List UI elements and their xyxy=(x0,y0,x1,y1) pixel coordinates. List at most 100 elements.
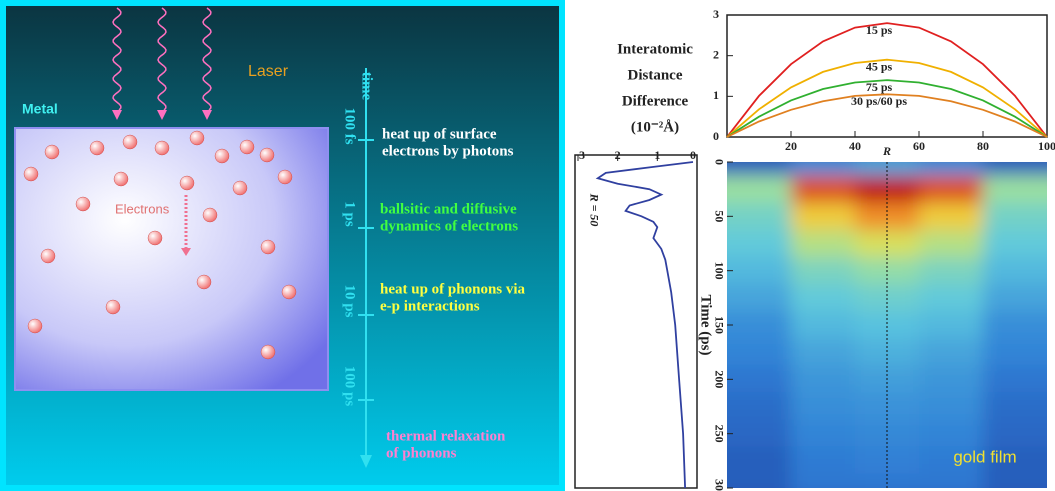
stage-text: dynamics of electrons xyxy=(380,218,518,234)
heatmap-cell xyxy=(919,339,983,366)
heatmap-cell xyxy=(791,176,855,203)
electron xyxy=(233,181,247,195)
electron xyxy=(90,141,104,155)
heatmap-cell xyxy=(791,474,855,491)
x-tick-label: 80 xyxy=(977,139,989,153)
heatmap-cell xyxy=(919,284,983,311)
y-tick-label: 0 xyxy=(713,129,719,143)
x-axis-label: R xyxy=(882,144,891,158)
y-tick-label: 0 xyxy=(712,159,726,165)
series-label: 45 ps xyxy=(866,59,893,73)
electron xyxy=(180,176,194,190)
heatmap-cell xyxy=(791,284,855,311)
electron xyxy=(28,319,42,333)
stage-text: e-p interactions xyxy=(380,298,480,314)
electron xyxy=(148,231,162,245)
heatmap-cell xyxy=(707,447,791,474)
heatmap-cell xyxy=(919,474,983,491)
heatmap-cell xyxy=(791,311,855,338)
heatmap-cell xyxy=(791,393,855,420)
heatmap-cell xyxy=(983,176,1055,203)
y-tick-label: 2 xyxy=(713,47,719,61)
diagram: Laser Metal Electrons time 100 fs1 ps10 … xyxy=(3,3,562,488)
electron xyxy=(215,149,229,163)
series-label: 30 ps/60 ps xyxy=(851,94,907,108)
y-tick-label: 3 xyxy=(713,7,719,21)
electron xyxy=(260,148,274,162)
metal-block xyxy=(15,128,328,390)
heatmap-cell xyxy=(919,311,983,338)
heatmap-cell xyxy=(983,474,1055,491)
stage-text: thermal relaxation xyxy=(386,428,506,444)
heatmap-cell xyxy=(707,393,791,420)
time-label: time xyxy=(359,72,375,101)
heatmap-cell xyxy=(707,176,791,203)
electron xyxy=(278,170,292,184)
x-tick-label: 1 xyxy=(654,148,660,162)
time-tick-label: 10 ps xyxy=(342,285,358,318)
series-label: 75 ps xyxy=(866,80,893,94)
x-tick-label: 3 xyxy=(579,148,585,162)
heatmap-cell xyxy=(919,230,983,257)
heatmap-cell xyxy=(919,420,983,447)
y-tick-label: 250 xyxy=(712,425,726,443)
electron xyxy=(123,135,137,149)
time-tick-label: 1 ps xyxy=(342,201,358,227)
y-axis-label: Time (ps) xyxy=(698,295,714,356)
y-tick-label: 200 xyxy=(712,370,726,388)
heatmap-cell xyxy=(791,420,855,447)
electron xyxy=(203,208,217,222)
electron xyxy=(190,131,204,145)
chart-title: Interatomic xyxy=(617,41,693,57)
heatmap-cell xyxy=(919,366,983,393)
x-tick-label: 60 xyxy=(913,139,925,153)
heatmap-cell xyxy=(791,339,855,366)
heatmap-cell xyxy=(791,148,855,175)
heatmap-cell xyxy=(983,257,1055,284)
heatmap-cell xyxy=(919,176,983,203)
series-label: 15 ps xyxy=(866,23,893,37)
electron xyxy=(197,275,211,289)
electron xyxy=(261,345,275,359)
heatmap-cell xyxy=(791,447,855,474)
electron xyxy=(261,240,275,254)
y-tick-label: 300 xyxy=(712,479,726,491)
heatmap-cells xyxy=(707,148,1055,491)
chart-title: Difference xyxy=(622,93,689,109)
heatmap-cell xyxy=(919,257,983,284)
heatmap-cell xyxy=(983,203,1055,230)
heatmap-cell xyxy=(983,366,1055,393)
stage-text: of phonons xyxy=(386,445,457,461)
heatmap-cell xyxy=(919,203,983,230)
electron xyxy=(114,172,128,186)
electron xyxy=(76,197,90,211)
heatmap-cell xyxy=(707,284,791,311)
stage-text: heat up of phonons via xyxy=(380,281,526,297)
x-tick-label: 40 xyxy=(849,139,861,153)
x-tick-label: 0 xyxy=(690,148,696,162)
y-tick-label: 50 xyxy=(712,210,726,222)
heatmap-cell xyxy=(983,311,1055,338)
heatmap-cell xyxy=(983,393,1055,420)
electron xyxy=(24,167,38,181)
heatmap-cell xyxy=(707,230,791,257)
electron xyxy=(45,145,59,159)
electron xyxy=(240,140,254,154)
electrons-label: Electrons xyxy=(115,201,170,216)
time-tick-label: 100 fs xyxy=(342,107,358,144)
electron xyxy=(282,285,296,299)
x-tick-label: 2 xyxy=(615,148,621,162)
heatmap-cell xyxy=(791,203,855,230)
heatmap-cell xyxy=(791,230,855,257)
charts: Interatomic Distance Difference (10⁻²Å) 0 1 2 3… xyxy=(575,7,1055,491)
heatmap-cell xyxy=(983,339,1055,366)
figure: Laser Metal Electrons time 100 fs1 ps10 … xyxy=(0,0,1055,491)
laser-label: Laser xyxy=(248,63,289,80)
heatmap-cell xyxy=(791,366,855,393)
series-label: R = 50 xyxy=(587,193,601,227)
chart-title: Distance xyxy=(628,67,683,83)
chart-title: (10⁻²Å) xyxy=(631,119,679,135)
y-tick-label: 1 xyxy=(713,88,719,102)
electron xyxy=(41,249,55,263)
heatmap-cell xyxy=(983,420,1055,447)
